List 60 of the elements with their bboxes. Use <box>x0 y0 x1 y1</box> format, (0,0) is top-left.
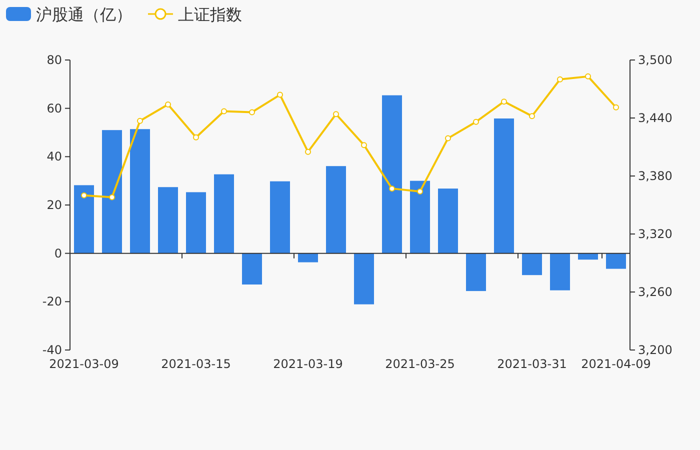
point <box>501 98 507 105</box>
point <box>249 109 255 116</box>
point <box>557 76 563 82</box>
point <box>333 111 339 118</box>
bar <box>326 166 346 254</box>
point <box>109 194 115 200</box>
bar <box>550 253 570 290</box>
point <box>81 192 87 198</box>
point <box>445 135 451 142</box>
bar <box>438 188 458 254</box>
bar <box>158 187 178 254</box>
bar <box>74 185 94 254</box>
y2-tick-label: 3,380 <box>638 169 672 183</box>
bar <box>410 180 430 254</box>
x-tick-label: 2021-04-09 <box>581 357 651 371</box>
y-tick-label: 40 <box>46 150 62 164</box>
point <box>305 148 311 155</box>
y-tick-label: 60 <box>46 101 62 116</box>
x-tick-label: 2021-03-09 <box>49 357 119 371</box>
point <box>277 92 283 98</box>
bar <box>186 192 206 254</box>
point <box>361 142 367 148</box>
bar <box>102 130 122 254</box>
legend-label: 沪股通（亿） <box>36 5 132 24</box>
y2-tick-label: 3,200 <box>638 343 672 357</box>
point <box>613 104 619 110</box>
y-tick-label: -40 <box>42 343 62 357</box>
y2-tick-label: 3,440 <box>638 111 672 125</box>
point <box>585 73 591 80</box>
legend-label: 上证指数 <box>178 5 242 24</box>
y-tick-label: 20 <box>46 198 62 212</box>
bar <box>382 95 402 254</box>
bar <box>354 253 374 304</box>
x-tick-label: 2021-03-25 <box>385 357 455 371</box>
point <box>137 118 143 124</box>
bar <box>466 253 486 292</box>
bar <box>522 253 542 276</box>
bar <box>270 181 290 254</box>
point <box>473 118 479 125</box>
bar <box>242 253 262 285</box>
point <box>193 134 199 140</box>
x-tick-label: 2021-03-15 <box>161 357 231 371</box>
bar <box>214 174 234 254</box>
point <box>417 188 423 194</box>
bar <box>298 253 318 262</box>
y-tick-label: 80 <box>46 53 62 67</box>
point <box>165 101 171 108</box>
bar <box>130 129 150 254</box>
y-tick-label: -20 <box>42 294 62 309</box>
y2-tick-label: 3,260 <box>638 285 672 299</box>
bar <box>494 118 514 254</box>
point <box>221 108 227 114</box>
bar <box>606 253 626 269</box>
y2-tick-label: 3,500 <box>638 53 672 67</box>
y-tick-label: 0 <box>54 246 62 260</box>
x-tick-label: 2021-03-19 <box>273 357 343 371</box>
y2-tick-label: 3,320 <box>638 227 672 241</box>
point <box>389 186 395 192</box>
x-tick-label: 2021-03-31 <box>497 357 567 371</box>
point <box>529 113 535 120</box>
